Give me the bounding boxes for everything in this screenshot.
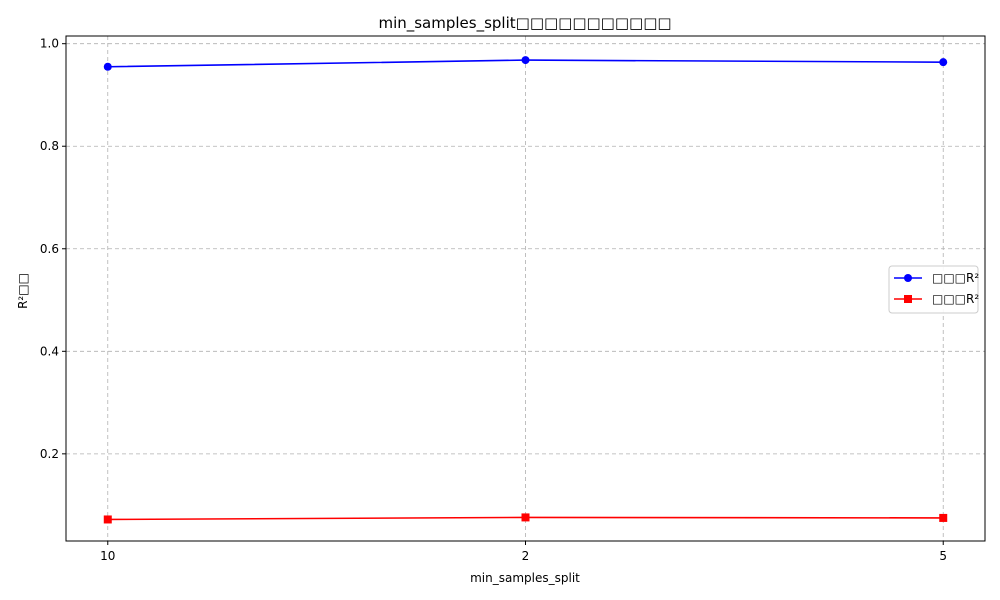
legend-marker [904, 295, 912, 303]
legend: □□□R² □□□R² [888, 265, 979, 314]
data-point [521, 513, 530, 522]
legend-label: □□□R² [932, 292, 979, 306]
plot-area: 10 2 5 0.2 0.4 0.6 0.8 1.0 [40, 35, 986, 563]
data-point [521, 56, 530, 65]
x-tick-label: 2 [522, 549, 530, 563]
chart-title: min_samples_split□□□□□□□□□□□ [378, 14, 671, 33]
x-tick-label: 5 [939, 549, 947, 563]
y-tick-label: 0.6 [40, 242, 59, 256]
legend-label: □□□R² [932, 271, 979, 285]
y-tick-label: 0.8 [40, 139, 59, 153]
data-point [103, 515, 112, 524]
legend-marker [904, 274, 912, 282]
data-point [939, 513, 948, 522]
x-tick-label: 10 [100, 549, 115, 563]
y-tick-label: 1.0 [40, 37, 59, 51]
y-tick-label: 0.2 [40, 447, 59, 461]
data-point [939, 58, 948, 67]
data-point [103, 62, 112, 71]
y-axis-label: R²□□ [16, 273, 30, 309]
x-axis-label: min_samples_split [470, 571, 580, 585]
y-tick-label: 0.4 [40, 344, 59, 358]
